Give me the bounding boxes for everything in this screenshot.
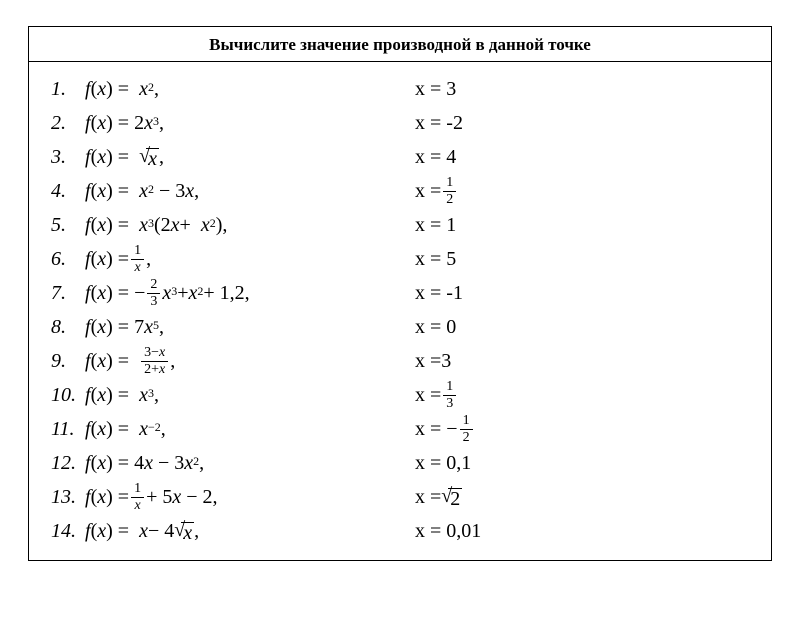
function-expression: f(x) = √x , (85, 146, 415, 169)
problem-row: 7.f(x) = − 23x3 + x2 + 1,2,x = -1 (51, 276, 749, 310)
function-expression: f(x) = 1x + 5x − 2, (85, 481, 415, 513)
worksheet-title: Вычислите значение производной в данной … (29, 27, 771, 62)
problem-row: 11.f(x) = x−2,x = − 12 (51, 412, 749, 446)
function-expression: f(x) = x3(2x + x2), (85, 215, 415, 235)
problem-row: 12.f(x) = 4x − 3x2,x = 0,1 (51, 446, 749, 480)
x-value: x = 4 (415, 147, 456, 167)
function-expression: f(x) = 4x − 3x2, (85, 453, 415, 473)
x-value: x = -1 (415, 283, 463, 303)
problem-row: 14.f(x) = x − 4√x,x = 0,01 (51, 514, 749, 548)
function-expression: f(x) = 3−x2+x, (85, 345, 415, 377)
problem-row: 6.f(x) = 1x,x = 5 (51, 242, 749, 276)
x-value: x = √2 (415, 486, 462, 509)
x-value: x = − 12 (415, 413, 475, 445)
problem-number: 6. (51, 249, 85, 269)
worksheet-body: 1.f(x) = x2,x = 32.f(x) = 2x3,x = -23.f(… (29, 62, 771, 560)
problem-row: 10.f(x) = x3,x =13 (51, 378, 749, 412)
x-value: x =13 (415, 379, 458, 411)
problem-row: 5.f(x) = x3(2x + x2),x = 1 (51, 208, 749, 242)
problem-number: 1. (51, 79, 85, 99)
problem-number: 11. (51, 419, 85, 439)
function-expression: f(x) = 7x5, (85, 317, 415, 337)
problem-number: 7. (51, 283, 85, 303)
problem-number: 8. (51, 317, 85, 337)
problem-row: 2.f(x) = 2x3,x = -2 (51, 106, 749, 140)
x-value: x = 0,01 (415, 521, 481, 541)
function-expression: f(x) = x2 − 3x, (85, 181, 415, 201)
function-expression: f(x) = 1x, (85, 243, 415, 275)
problem-row: 8.f(x) = 7x5,x = 0 (51, 310, 749, 344)
x-value: x = 5 (415, 249, 456, 269)
problem-number: 2. (51, 113, 85, 133)
x-value: x = 3 (415, 79, 456, 99)
x-value: x = 12 (415, 175, 458, 207)
function-expression: f(x) = x3, (85, 385, 415, 405)
worksheet-table: Вычислите значение производной в данной … (28, 26, 772, 561)
x-value: x = 0,1 (415, 453, 471, 473)
problem-row: 4.f(x) = x2 − 3x,x = 12 (51, 174, 749, 208)
problem-number: 14. (51, 521, 85, 541)
problem-number: 12. (51, 453, 85, 473)
problem-number: 10. (51, 385, 85, 405)
function-expression: f(x) = x2, (85, 79, 415, 99)
problem-row: 9.f(x) = 3−x2+x,x =3 (51, 344, 749, 378)
function-expression: f(x) = x − 4√x, (85, 520, 415, 543)
problem-number: 5. (51, 215, 85, 235)
x-value: x =3 (415, 351, 451, 371)
function-expression: f(x) = 2x3, (85, 113, 415, 133)
x-value: x = 1 (415, 215, 456, 235)
problem-row: 13.f(x) = 1x + 5x − 2,x = √2 (51, 480, 749, 514)
problem-number: 13. (51, 487, 85, 507)
problem-number: 4. (51, 181, 85, 201)
problem-number: 3. (51, 147, 85, 167)
x-value: x = 0 (415, 317, 456, 337)
problem-row: 3.f(x) = √x ,x = 4 (51, 140, 749, 174)
x-value: x = -2 (415, 113, 463, 133)
problem-number: 9. (51, 351, 85, 371)
problem-row: 1.f(x) = x2,x = 3 (51, 72, 749, 106)
function-expression: f(x) = − 23x3 + x2 + 1,2, (85, 277, 415, 309)
function-expression: f(x) = x−2, (85, 419, 415, 439)
